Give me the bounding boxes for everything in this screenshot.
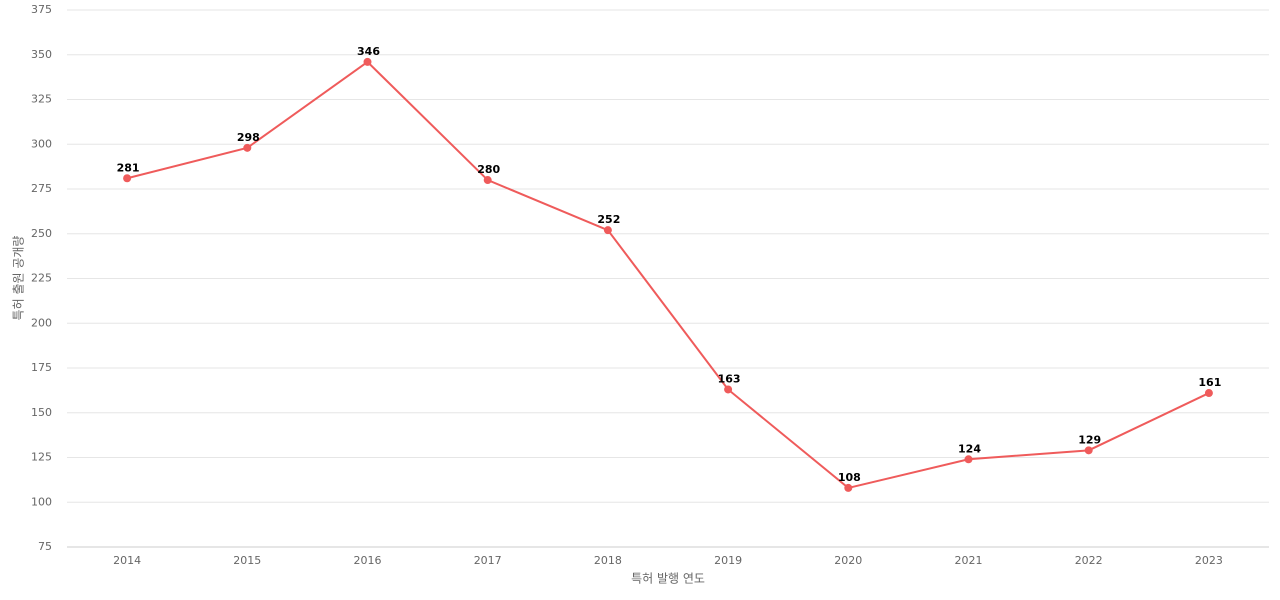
y-tick-label: 125 [31,451,52,464]
data-label: 161 [1198,376,1221,389]
x-tick-label: 2016 [354,554,382,567]
x-tick-label: 2022 [1075,554,1103,567]
point [243,143,252,152]
y-tick-label: 250 [31,227,52,240]
point [123,174,132,183]
x-tick-label: 2021 [955,554,983,567]
y-tick-label: 75 [38,540,52,553]
data-label: 252 [597,213,620,226]
data-label: 108 [838,471,861,484]
point [1204,389,1213,398]
x-tick-label: 2023 [1195,554,1223,567]
x-tick-label: 2020 [834,554,862,567]
point [603,226,612,235]
y-tick-label: 325 [31,93,52,106]
y-tick-label: 375 [31,3,52,16]
data-label: 346 [357,45,380,58]
y-tick-label: 175 [31,361,52,374]
point [483,176,492,185]
point [1084,446,1093,455]
point [964,455,973,464]
y-tick-label: 275 [31,182,52,195]
point [363,57,372,66]
y-tick-label: 150 [31,406,52,419]
x-tick-label: 2014 [113,554,141,567]
x-axis-label: 특허 발행 연도 [631,571,705,586]
data-label: 124 [958,442,981,455]
x-tick-label: 2017 [474,554,502,567]
x-tick-label: 2019 [714,554,742,567]
line [126,60,1210,490]
y-tick-label: 350 [31,48,52,61]
y-tick-label: 100 [31,495,52,508]
point [844,483,853,492]
data-label: 163 [718,372,741,385]
data-label: 280 [477,163,500,176]
y-axis-label: 특허 출원 공개량 [12,236,26,321]
data-label: 281 [117,161,140,174]
data-label: 129 [1078,433,1101,446]
point [724,385,733,394]
y-tick-label: 225 [31,272,52,285]
x-tick-label: 2015 [233,554,261,567]
x-tick-label: 2018 [594,554,622,567]
data-label: 298 [237,131,260,144]
y-tick-label: 200 [31,316,52,329]
y-tick-label: 300 [31,137,52,150]
